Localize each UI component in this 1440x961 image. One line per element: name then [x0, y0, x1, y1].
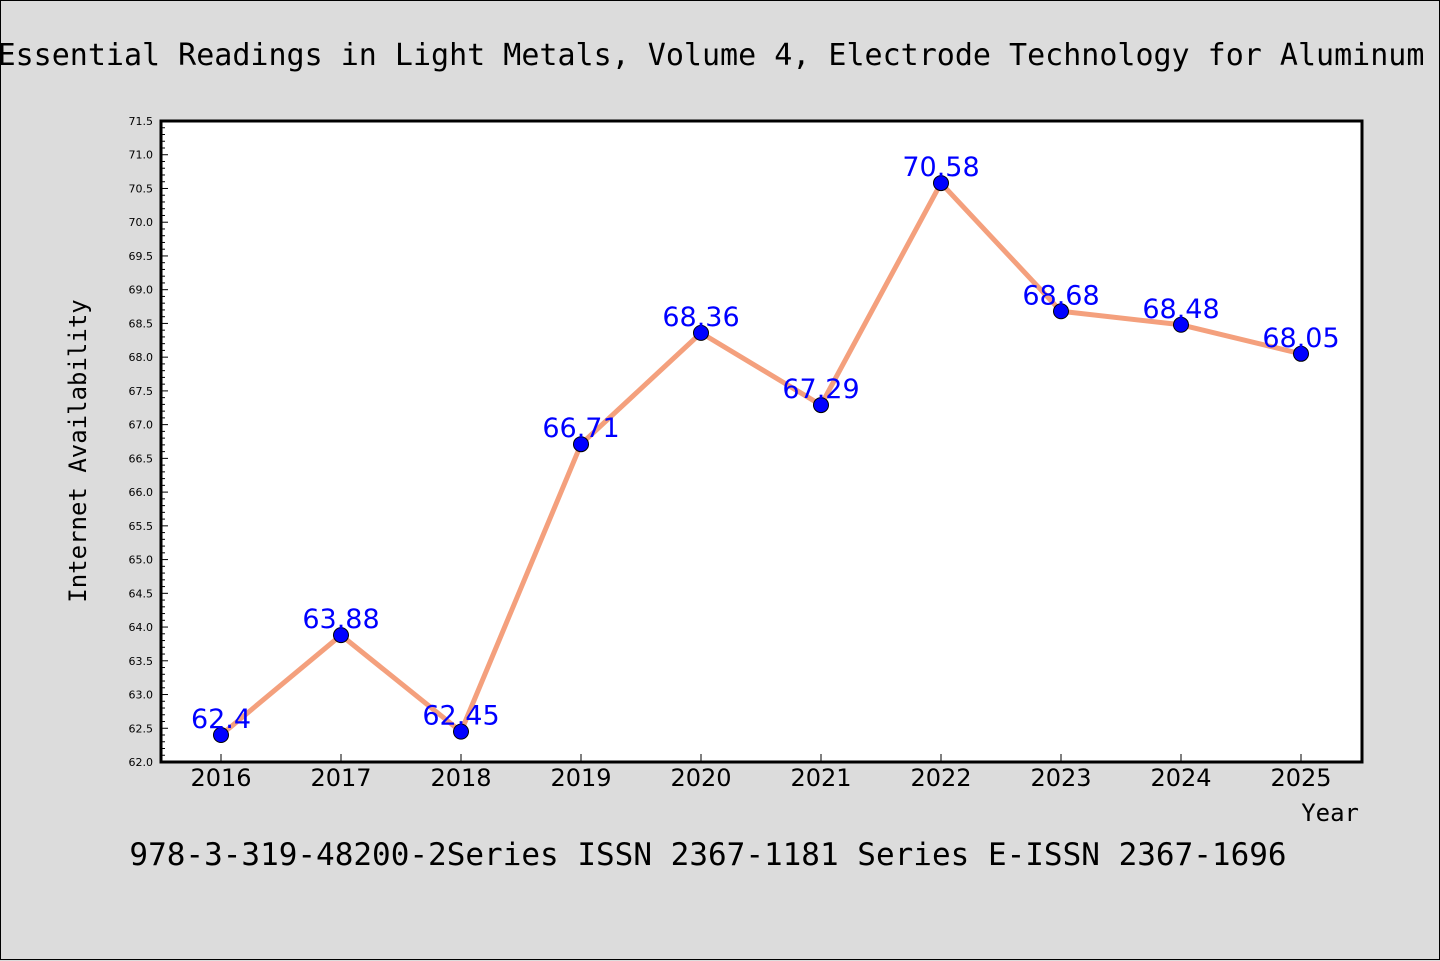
x-tick-label: 2022 [910, 764, 971, 792]
data-label: 70.58 [902, 152, 979, 183]
y-tick-label: 70.5 [129, 182, 154, 195]
y-tick-label: 63.0 [129, 689, 154, 702]
data-label: 68.36 [662, 302, 739, 333]
x-tick-label: 2018 [430, 764, 491, 792]
data-label: 66.71 [542, 413, 619, 444]
data-point [813, 397, 829, 414]
chart-title: Essential Readings in Light Metals, Volu… [1, 38, 1424, 73]
data-point [1293, 345, 1309, 362]
y-tick-label: 64.0 [129, 621, 154, 634]
data-point [573, 436, 589, 453]
data-point [693, 324, 709, 341]
y-tick-label: 69.5 [129, 250, 154, 263]
y-axis: 62.0 62.5 63.0 63.5 64.0 64.5 65.0 65.5 66.0 66.5… [129, 115, 168, 769]
data-point [453, 723, 469, 740]
x-tick-label: 2023 [1030, 764, 1091, 792]
y-tick-label: 63.5 [129, 655, 154, 668]
data-point [933, 175, 949, 192]
marker-layer [213, 175, 1309, 744]
x-tick-label: 2017 [310, 764, 371, 792]
y-axis-label: Internet Availability [64, 299, 92, 602]
y-tick-label: 70.0 [129, 216, 154, 229]
data-label: 68.05 [1262, 323, 1339, 354]
y-tick-label: 65.5 [129, 520, 154, 533]
y-tick-label: 67.0 [129, 419, 154, 432]
data-label: 63.88 [302, 604, 379, 635]
y-tick-label: 62.5 [129, 722, 154, 735]
data-label-layer: 62.4 63.88 62.45 66.71 68.36 67.29 70.58 68.68 6… [191, 152, 1340, 735]
x-tick-label: 2016 [190, 764, 251, 792]
x-tick-label: 2024 [1150, 764, 1211, 792]
data-point [1173, 316, 1189, 333]
data-label: 68.68 [1022, 280, 1099, 311]
data-label: 62.45 [422, 701, 499, 732]
data-label: 67.29 [782, 374, 859, 405]
x-tick-label: 2025 [1270, 764, 1331, 792]
x-axis: 2016 2017 2018 2019 2020 2021 2022 2023 2024 2025 [190, 754, 1332, 792]
x-tick-label: 2019 [550, 764, 611, 792]
data-label: 68.48 [1142, 294, 1219, 325]
data-label: 62.4 [191, 704, 251, 735]
footer-text: 978-3-319-48200-2Series ISSN 2367-1181 S… [129, 837, 1286, 873]
y-tick-label: 68.0 [129, 351, 154, 364]
x-tick-label: 2020 [670, 764, 731, 792]
y-tick-label: 67.5 [129, 385, 154, 398]
y-tick-label: 62.0 [129, 756, 154, 769]
plot-area [159, 119, 1364, 764]
y-tick-label: 71.5 [129, 115, 154, 128]
y-tick-label: 69.0 [129, 284, 154, 297]
y-tick-label: 65.0 [129, 554, 154, 567]
data-point [213, 727, 229, 744]
y-tick-label: 64.5 [129, 587, 154, 600]
x-axis-label: Year [1301, 799, 1359, 827]
data-point [1053, 303, 1069, 320]
series-line [218, 180, 1304, 738]
series-line-layer [218, 180, 1304, 738]
y-tick-label: 71.0 [129, 149, 154, 162]
data-point [333, 627, 349, 644]
y-tick-label: 66.5 [129, 452, 154, 465]
y-tick-label: 68.5 [129, 317, 154, 330]
x-tick-label: 2021 [790, 764, 851, 792]
y-tick-label: 66.0 [129, 486, 154, 499]
